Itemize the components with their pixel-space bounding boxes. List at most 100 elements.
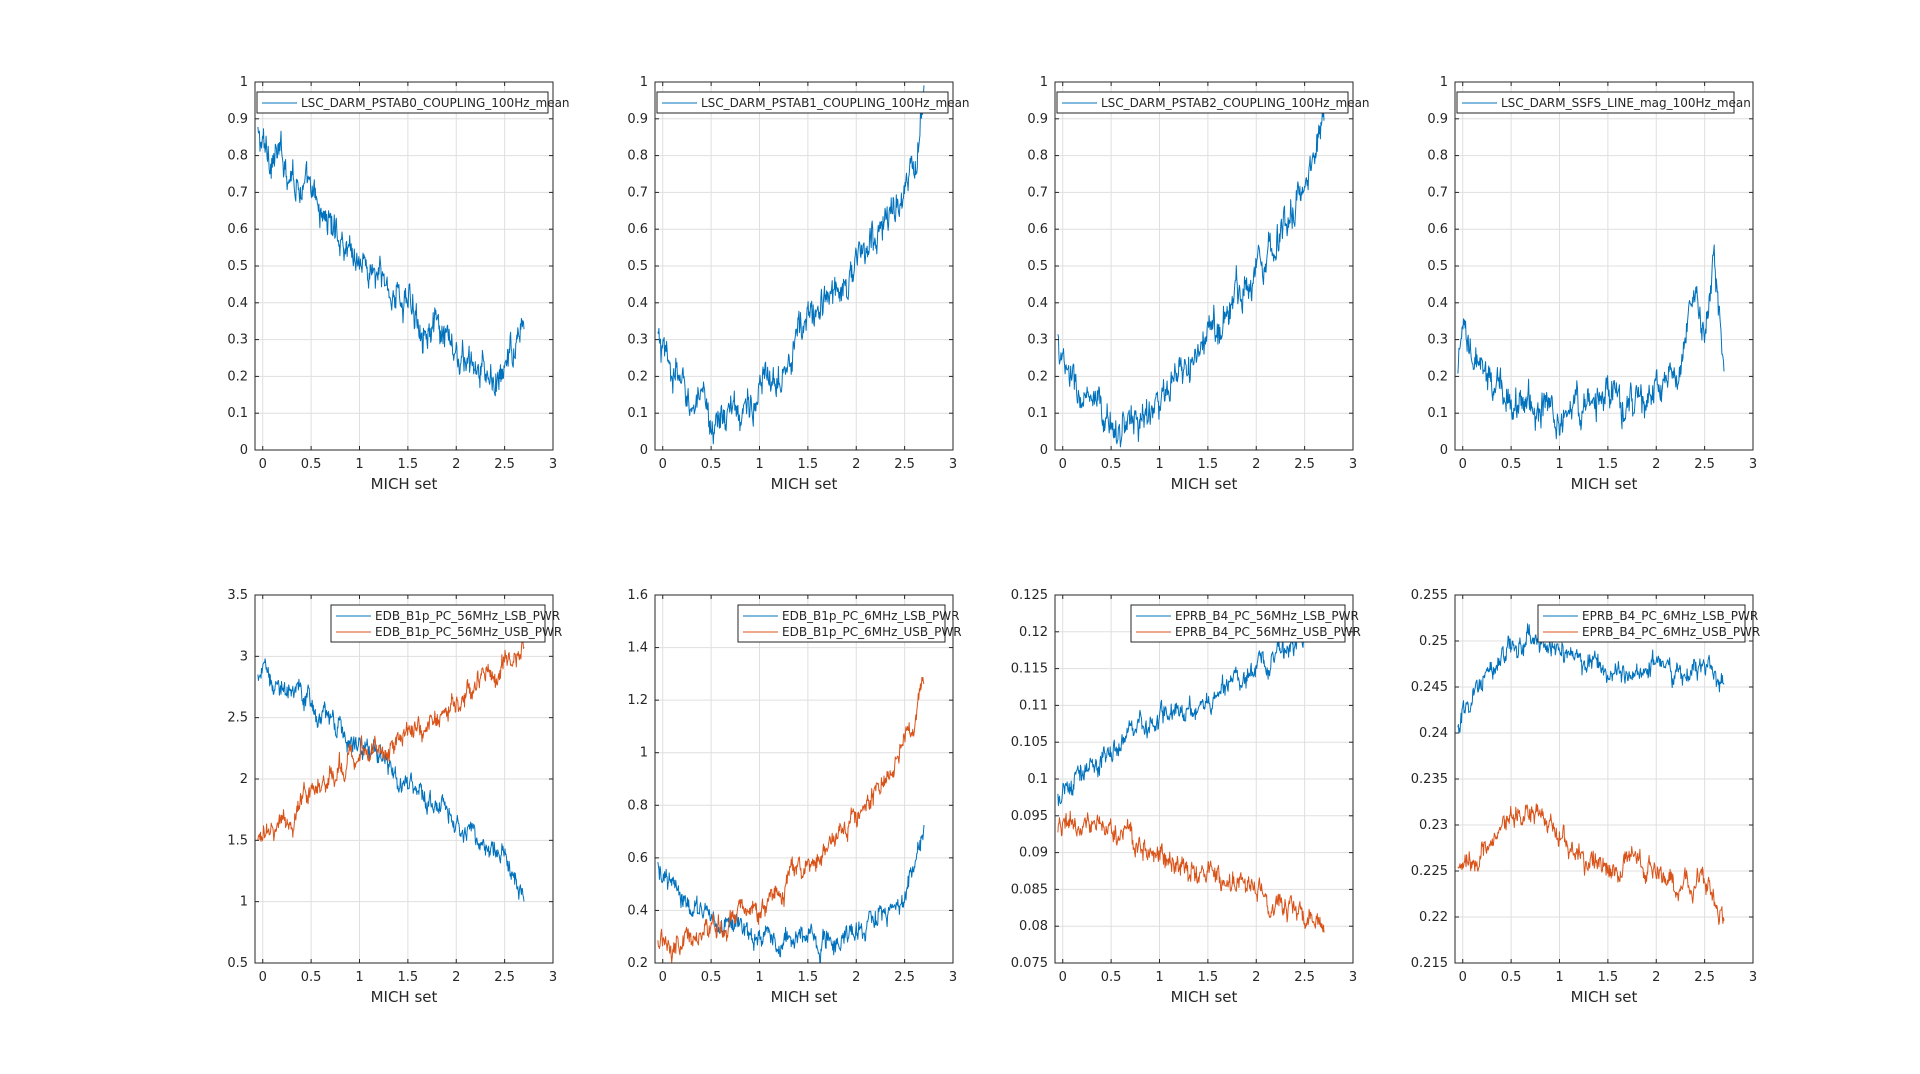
x-tick-label: 1 — [355, 970, 363, 985]
y-tick-label: 0.2 — [1027, 369, 1048, 384]
y-tick-label: 0.12 — [1019, 625, 1048, 640]
legend: LSC_DARM_PSTAB1_COUPLING_100Hz_mean — [656, 91, 970, 114]
x-tick-label: 2.5 — [1294, 457, 1315, 472]
y-tick-label: 0.2 — [227, 369, 248, 384]
x-tick-label: 0 — [659, 457, 667, 472]
x-tick-label: 2 — [1652, 970, 1660, 985]
x-tick-label: 2.5 — [1694, 970, 1715, 985]
x-tick-label: 1 — [1155, 457, 1163, 472]
series-line-2 — [1057, 810, 1325, 933]
legend: EDB_B1p_PC_6MHz_LSB_PWR EDB_B1p_PC_6MHz_U… — [737, 604, 962, 643]
x-tick-label: 1 — [1555, 970, 1563, 985]
x-tick-label: 2.5 — [1694, 457, 1715, 472]
legend-entry: EDB_B1p_PC_6MHz_LSB_PWR — [782, 609, 959, 623]
x-tick-label: 1.5 — [1198, 457, 1219, 472]
subplot-3: 0 0.5 1 1.5 2 2.5 3 0 0.1 0.2 0.3 0.4 0.5 0.6 0.7 0.8 0.… — [1027, 75, 1369, 493]
y-tick-label: 0.095 — [1011, 809, 1048, 824]
subplot-7: 0 0.5 1 1.5 2 2.5 30.0750.080.0850.090.0950.10… — [1011, 588, 1361, 1006]
x-tick-label: 2 — [452, 970, 460, 985]
y-tick-label: 0.215 — [1411, 956, 1448, 971]
y-tick-label: 0.24 — [1419, 726, 1448, 741]
y-tick-label: 0.08 — [1019, 919, 1048, 934]
series-line-1 — [1057, 108, 1325, 448]
x-tick-label: 0.5 — [301, 970, 322, 985]
y-tick-label: 1 — [240, 75, 248, 90]
x-tick-label: 1.5 — [1598, 457, 1619, 472]
subplot-8: 0 0.5 1 1.5 2 2.5 3 0.215 0.22 0.225 0.23 0.235 0.24… — [1411, 588, 1760, 1006]
x-tick-label: 0.5 — [1101, 970, 1122, 985]
y-tick-label: 0.11 — [1019, 698, 1048, 713]
grid — [655, 81, 954, 451]
x-tick-label: 3 — [1749, 970, 1757, 985]
x-tick-label: 0 — [1059, 457, 1067, 472]
y-tick-label: 0.5 — [227, 259, 248, 274]
legend-entry: LSC_DARM_SSFS_LINE_mag_100Hz_mean — [1501, 96, 1751, 110]
x-tick-label: 2.5 — [494, 457, 515, 472]
y-tick-label: 0.8 — [627, 798, 648, 813]
y-tick-label: 0.235 — [1411, 772, 1448, 787]
y-tick-label: 0.9 — [1427, 112, 1448, 127]
x-axis-label: MICH set — [1571, 475, 1638, 493]
legend-entry: EDB_B1p_PC_56MHz_LSB_PWR — [375, 609, 560, 623]
x-tick-label: 0 — [1459, 970, 1467, 985]
x-axis-label: MICH set — [771, 475, 838, 493]
y-tick-label: 0.5 — [1027, 259, 1048, 274]
x-tick-label: 0.5 — [701, 457, 722, 472]
y-tick-label: 1.2 — [627, 693, 648, 708]
grid — [1455, 594, 1754, 964]
x-axis-label: MICH set — [771, 988, 838, 1006]
x-tick-label: 3 — [949, 457, 957, 472]
y-tick-label: 0.7 — [227, 185, 248, 200]
y-tick-label: 0.085 — [1011, 882, 1048, 897]
y-tick-label: 0.6 — [627, 851, 648, 866]
x-tick-label: 2.5 — [1294, 970, 1315, 985]
x-axis-label: MICH set — [371, 988, 438, 1006]
x-tick-label: 1.5 — [798, 457, 819, 472]
subplot-6: 0 0.5 1 1.5 2 2.5 3 0.2 0.4 0.6 0.8 1 1.2 1.4 1.6 MICH … — [627, 588, 961, 1006]
y-tick-label: 0.09 — [1019, 846, 1048, 861]
legend-box — [1537, 604, 1746, 643]
grid — [255, 594, 554, 964]
series-line-1 — [657, 85, 925, 445]
y-tick-label: 0.1 — [627, 406, 648, 421]
legend-entry: EDB_B1p_PC_56MHz_USB_PWR — [375, 625, 562, 639]
y-tick-label: 0.4 — [1027, 296, 1048, 311]
y-tick-label: 0.8 — [627, 149, 648, 164]
y-tick-label: 0.3 — [227, 333, 248, 348]
x-tick-label: 3 — [549, 457, 557, 472]
x-tick-label: 3 — [949, 970, 957, 985]
x-tick-label: 2.5 — [894, 457, 915, 472]
y-tick-label: 0.4 — [227, 296, 248, 311]
legend-entry: EPRB_B4_PC_6MHz_USB_PWR — [1582, 625, 1760, 639]
legend-entry: LSC_DARM_PSTAB1_COUPLING_100Hz_mean — [701, 96, 970, 110]
series-line-2 — [257, 640, 525, 842]
y-tick-label: 0.255 — [1411, 588, 1448, 603]
x-tick-label: 0.5 — [1501, 970, 1522, 985]
axes-frame — [654, 594, 954, 964]
x-tick-label: 2 — [852, 457, 860, 472]
y-tick-label: 0.115 — [1011, 662, 1048, 677]
series-line-1 — [657, 824, 925, 963]
y-tick-label: 0.2 — [1427, 369, 1448, 384]
y-tick-label: 0.9 — [1027, 112, 1048, 127]
x-tick-label: 0 — [1059, 970, 1067, 985]
x-tick-label: 0 — [259, 457, 267, 472]
y-tick-label: 1 — [640, 75, 648, 90]
y-tick-label: 0 — [640, 443, 648, 458]
y-tick-label: 0.6 — [1027, 222, 1048, 237]
y-tick-label: 1 — [240, 895, 248, 910]
y-tick-label: 0.5 — [627, 259, 648, 274]
y-tick-label: 0 — [1440, 443, 1448, 458]
series-line-1 — [257, 126, 525, 397]
y-tick-label: 0.8 — [1427, 149, 1448, 164]
y-tick-label: 1.6 — [627, 588, 648, 603]
y-tick-label: 0.8 — [227, 149, 248, 164]
y-tick-label: 0.4 — [627, 296, 648, 311]
y-tick-label: 0.225 — [1411, 864, 1448, 879]
y-tick-label: 0.105 — [1011, 735, 1048, 750]
legend-box — [656, 91, 949, 114]
grid — [1055, 594, 1354, 964]
y-tick-label: 0.245 — [1411, 680, 1448, 695]
y-tick-label: 2 — [240, 772, 248, 787]
x-axis-label: MICH set — [371, 475, 438, 493]
